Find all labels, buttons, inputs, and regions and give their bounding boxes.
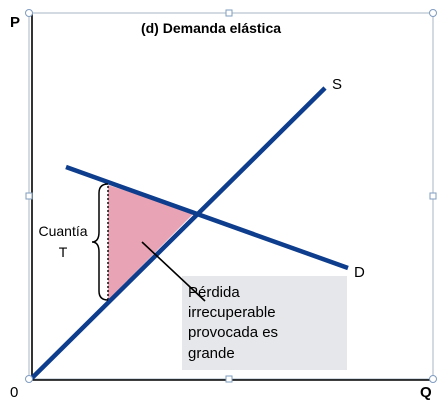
- resize-handle-right[interactable]: [429, 192, 437, 200]
- origin-label: 0: [10, 384, 18, 401]
- resize-handle-bottom-right[interactable]: [429, 375, 437, 383]
- supply-curve: [30, 86, 327, 380]
- resize-handle-bottom[interactable]: [225, 375, 233, 383]
- callout-pointer-line: [141, 241, 206, 302]
- demand-curve: [65, 164, 349, 271]
- deadweight-note-line3: provocada es: [188, 324, 278, 341]
- deadweight-note-line4: grande: [188, 345, 235, 362]
- tax-amount-label-line1: Cuantía: [38, 223, 87, 239]
- diagram-title: (d) Demanda elástica: [141, 20, 281, 36]
- supply-label: S: [332, 76, 342, 93]
- deadweight-note-box: [182, 276, 347, 370]
- quantity-axis-label: Q: [420, 384, 432, 401]
- resize-handle-top-left[interactable]: [25, 9, 33, 17]
- tax-amount-brace: [91, 183, 109, 301]
- tax-amount-label-line2: T: [59, 244, 68, 260]
- price-axis-label: P: [10, 14, 20, 31]
- demand-label: D: [354, 264, 365, 281]
- resize-handle-bottom-left[interactable]: [25, 375, 33, 383]
- deadweight-note-line1: Pérdida: [188, 284, 240, 301]
- resize-handle-top-right[interactable]: [429, 9, 437, 17]
- deadweight-loss-triangle: [108, 185, 194, 300]
- deadweight-note-line2: irrecuperable: [188, 304, 276, 321]
- resize-handle-left[interactable]: [25, 192, 33, 200]
- resize-handle-top[interactable]: [225, 9, 233, 17]
